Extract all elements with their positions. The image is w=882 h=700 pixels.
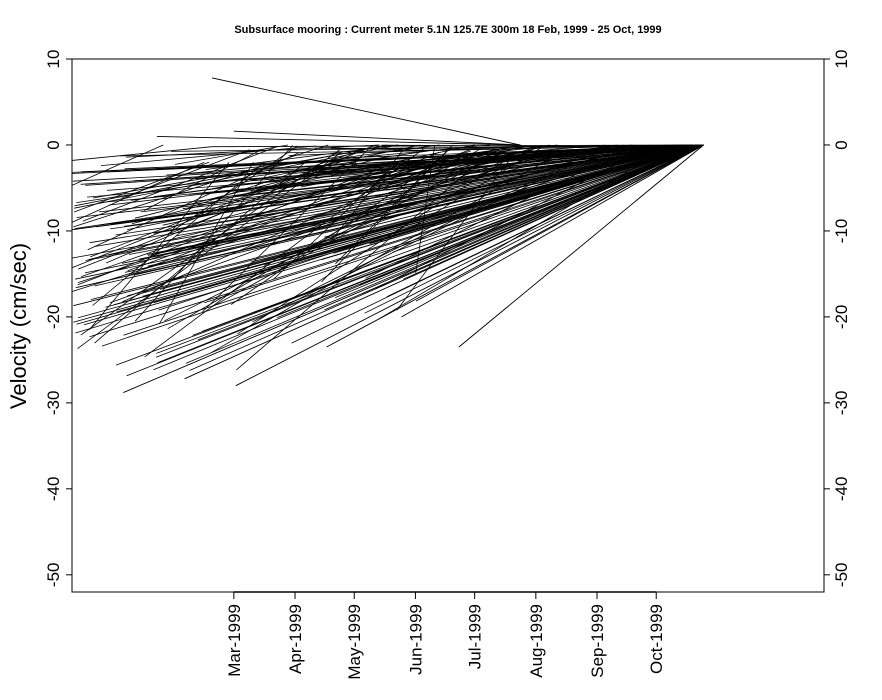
velocity-record-line: [107, 144, 704, 256]
velocity-record-line: [167, 149, 480, 330]
x-tick-label: Aug-1999: [527, 604, 546, 678]
velocity-record-line: [88, 150, 536, 260]
velocity-record-line: [153, 144, 704, 371]
velocity-record-line: [368, 144, 704, 244]
x-tick-label: May-1999: [345, 604, 364, 680]
axes: 10 10 0 0 -10 -10 -20 -20 -30 -30 -40 -40 -50 -50 Mar-…: [44, 50, 851, 680]
velocity-record-line: [197, 144, 704, 341]
velocity-record-line: [94, 144, 704, 247]
x-tick-label: Sep-1999: [588, 604, 607, 678]
velocity-record-line: [287, 144, 704, 175]
y-tick-label-left: -50: [44, 563, 63, 588]
velocity-record-line: [77, 144, 704, 319]
velocity-record-line: [75, 144, 704, 289]
velocity-record-line: [191, 150, 471, 227]
velocity-record-line: [139, 144, 704, 260]
plot-frame: [71, 58, 825, 593]
velocity-record-line: [415, 144, 704, 302]
velocity-record-line: [94, 144, 704, 287]
y-tick-label-left: -10: [44, 219, 63, 244]
velocity-record-line: [142, 144, 704, 297]
velocity-record-line: [98, 144, 704, 213]
velocity-series-line: [401, 144, 704, 318]
velocity-record-line: [381, 144, 573, 147]
velocity-record-line: [73, 144, 329, 228]
x-tick-label: Oct-1999: [647, 604, 666, 674]
velocity-record-line: [100, 145, 317, 166]
velocity-record-line: [404, 144, 550, 183]
velocity-record-line: [364, 144, 704, 314]
y-tick-label-right: 0: [832, 140, 851, 149]
velocity-record-line: [385, 144, 704, 191]
velocity-record-line: [204, 144, 704, 304]
velocity-series-line: [458, 144, 704, 348]
velocity-series-line: [156, 135, 521, 146]
velocity-record-line: [71, 144, 164, 186]
velocity-record-line: [356, 144, 704, 271]
velocity-record-line: [75, 144, 704, 280]
y-tick-label-right: -20: [832, 305, 851, 330]
velocity-record-line: [324, 144, 704, 238]
velocity-series-layer: [71, 77, 704, 394]
velocity-record-line: [121, 149, 250, 199]
velocity-record-line: [403, 144, 704, 280]
velocity-record-line: [237, 161, 504, 335]
velocity-record-line: [189, 144, 704, 371]
velocity-record-line: [101, 144, 704, 347]
x-tick-label: Mar-1999: [225, 604, 244, 677]
velocity-record-line: [141, 144, 704, 294]
velocity-record-line: [72, 144, 704, 259]
velocity-record-line: [147, 144, 704, 267]
y-axis-label: Velocity (cm/sec): [6, 243, 31, 409]
velocity-record-line: [128, 144, 704, 255]
velocity-record-line: [92, 161, 265, 306]
velocity-record-line: [90, 148, 368, 258]
velocity-record-line: [386, 144, 704, 298]
velocity-record-line: [73, 144, 704, 307]
velocity-record-line: [80, 149, 340, 336]
velocity-record-line: [389, 145, 526, 184]
x-tick-label: Apr-1999: [286, 604, 305, 674]
y-tick-label-right: -40: [832, 477, 851, 502]
velocity-record-line: [94, 161, 306, 344]
velocity-record-line: [109, 151, 530, 304]
velocity-record-line: [166, 145, 298, 236]
velocity-record-line: [81, 161, 409, 277]
velocity-series-line: [71, 146, 213, 161]
velocity-record-line: [73, 144, 704, 323]
y-tick-label-right: 10: [832, 50, 851, 69]
velocity-record-line: [300, 144, 522, 188]
velocity-record-line: [76, 144, 704, 325]
chart-title: Subsurface mooring : Current meter 5.1N …: [234, 24, 661, 36]
y-tick-label-left: -40: [44, 477, 63, 502]
x-tick-label: Jul-1999: [466, 604, 485, 669]
y-tick-label-left: 10: [44, 50, 63, 69]
velocity-series-line: [212, 77, 521, 146]
velocity-record-line: [81, 144, 704, 173]
y-tick-label-left: -30: [44, 391, 63, 416]
velocity-record-line: [72, 144, 704, 231]
y-tick-label-left: -20: [44, 305, 63, 330]
y-tick-label-right: -50: [832, 563, 851, 588]
velocity-series-line: [233, 130, 521, 146]
velocity-record-line: [185, 144, 704, 364]
velocity-series-line: [123, 144, 704, 394]
x-tick-label: Jun-1999: [406, 604, 425, 675]
y-tick-label-left: 0: [44, 140, 63, 149]
velocity-record-line: [82, 147, 276, 222]
y-tick-label-right: -30: [832, 391, 851, 416]
velocity-record-line: [71, 161, 336, 269]
velocity-record-line: [392, 144, 704, 253]
velocity-record-line: [175, 144, 704, 237]
velocity-record-line: [345, 144, 440, 158]
velocity-record-line: [74, 144, 399, 209]
velocity-record-line: [73, 161, 210, 213]
velocity-record-line: [327, 145, 682, 159]
velocity-record-line: [379, 161, 644, 319]
velocity-record-line: [133, 144, 704, 182]
y-tick-label-right: -10: [832, 219, 851, 244]
velocity-record-line: [174, 144, 288, 165]
velocity-record-line: [300, 144, 617, 221]
